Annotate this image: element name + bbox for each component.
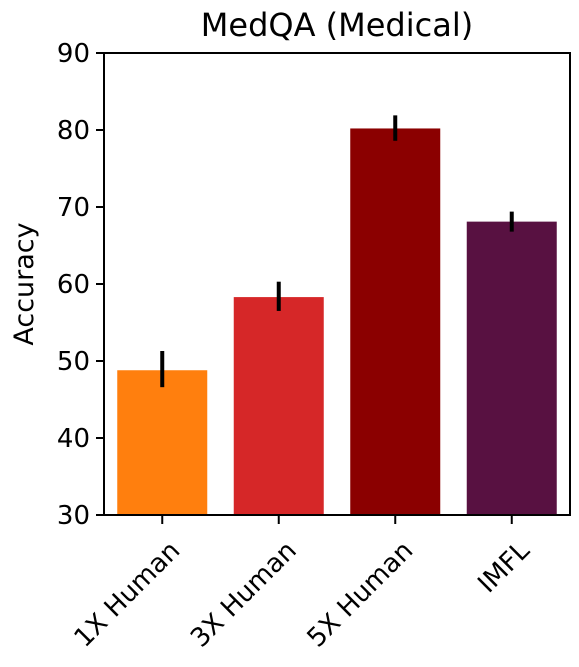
bar — [350, 128, 441, 515]
y-tick-label: 40 — [57, 424, 90, 454]
y-tick-label: 70 — [57, 193, 90, 223]
plot-frame — [103, 52, 571, 516]
y-tick-label: 90 — [57, 39, 90, 69]
bars-group — [117, 128, 557, 515]
y-tick-label: 30 — [57, 501, 90, 531]
bar — [233, 297, 324, 515]
y-axis-label: Accuracy — [9, 222, 40, 345]
y-tick-label: 60 — [57, 270, 90, 300]
x-tick-label: 1X Human — [69, 536, 187, 654]
chart-title: MedQA (Medical) — [201, 6, 473, 44]
error-bars-group — [160, 115, 514, 388]
y-axis-ticks: 30 40 50 60 70 80 90 — [57, 39, 104, 531]
x-tick-label: 5X Human — [302, 536, 420, 654]
bar — [466, 221, 557, 515]
x-tick-label: 3X Human — [185, 536, 303, 654]
bar — [117, 370, 208, 515]
x-tick-label: IMFL — [472, 535, 536, 599]
y-tick-label: 80 — [57, 116, 90, 146]
y-tick-label: 50 — [57, 347, 90, 377]
